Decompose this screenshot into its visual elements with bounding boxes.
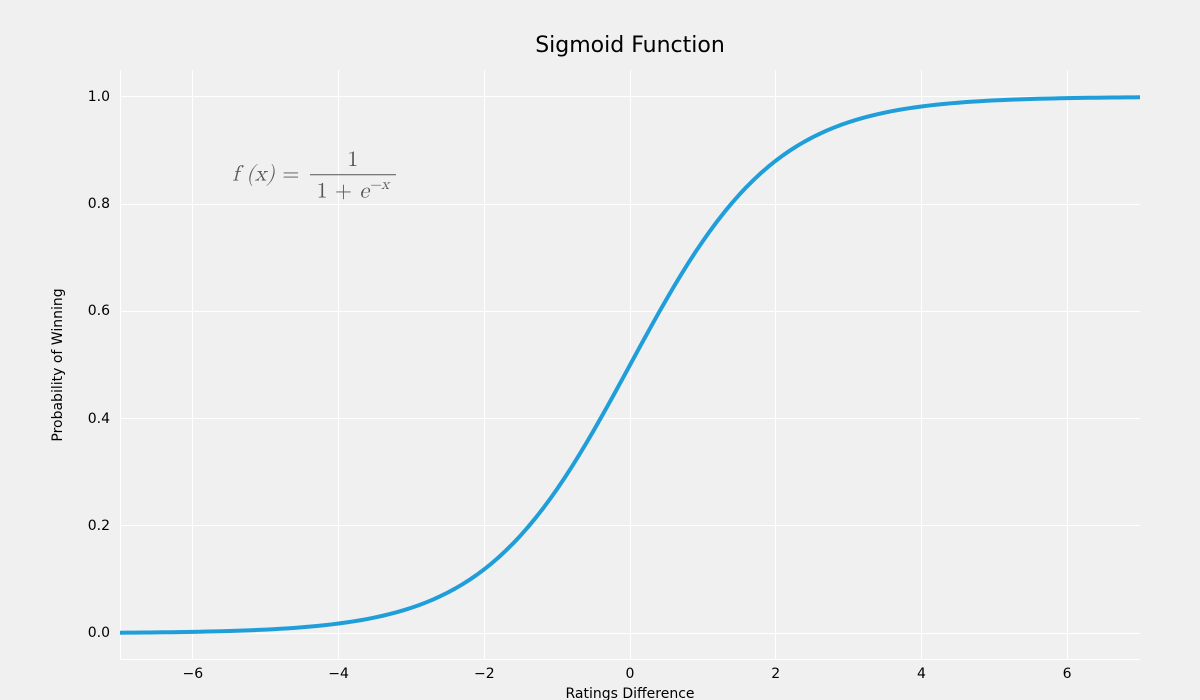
formula-eq: = [275,164,307,186]
x-tick-label: −4 [328,666,349,682]
formula-den-prefix: 1 + [317,181,360,203]
x-tick-label: −2 [474,666,495,682]
formula-fraction: 11 + e−x [310,147,396,205]
chart-title: Sigmoid Function [535,33,725,58]
x-tick-label: −6 [183,666,204,682]
y-tick-label: 0.4 [88,411,110,427]
formula-denominator: 1 + e−x [310,175,396,205]
formula-annotation: f (x) = 11 + e−x [232,147,399,205]
chart-canvas: Sigmoid Function Ratings Difference Prob… [0,0,1200,700]
y-axis-label: Probability of Winning [50,288,66,441]
x-tick-label: 0 [626,666,635,682]
y-tick-label: 0.6 [88,303,110,319]
x-axis-label: Ratings Difference [565,686,694,700]
x-tick-label: 6 [1063,666,1072,682]
formula-fx: f (x) [232,164,275,186]
x-tick-label: 4 [917,666,926,682]
y-tick-label: 1.0 [88,89,110,105]
formula-numerator: 1 [310,147,396,174]
y-tick-label: 0.8 [88,196,110,212]
formula-exp: −x [369,178,389,193]
y-tick-label: 0.0 [88,625,110,641]
x-tick-label: 2 [771,666,780,682]
y-tick-label: 0.2 [88,518,110,534]
formula-e: e [359,181,369,203]
